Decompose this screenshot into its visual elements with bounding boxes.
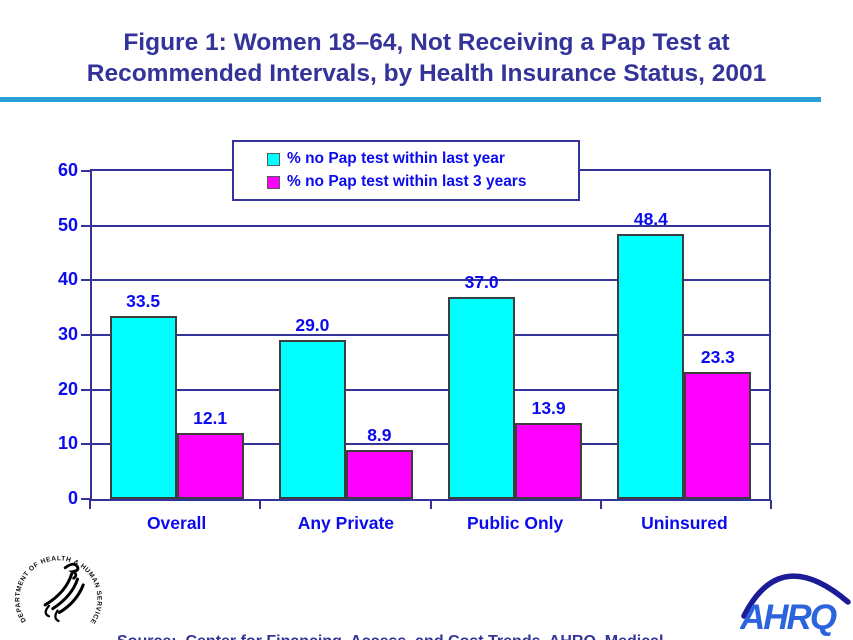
source-citation: Source: Center for Financing, Access, an… <box>117 589 717 640</box>
plot-area: 33.5 12.1 29.0 8.9 37.0 13.9 48.4 23.3 <box>90 169 771 501</box>
legend-row-0: % no Pap test within last year <box>267 150 578 168</box>
gridline-50 <box>92 224 769 227</box>
legend-swatch-icon <box>267 175 280 189</box>
bar-value-label: 37.0 <box>464 271 499 292</box>
source-line-1: Source: Center for Financing, Access, an… <box>117 631 717 640</box>
x-tick-mark <box>599 500 602 509</box>
y-tick-mark <box>81 498 90 500</box>
y-tick-label: 20 <box>57 378 78 399</box>
bar-3years-1 <box>345 450 413 499</box>
x-category-label: Public Only <box>466 513 564 533</box>
gridline-40 <box>92 279 769 282</box>
x-category-label: Overall <box>146 513 207 533</box>
y-tick-label: 0 <box>67 488 78 508</box>
gridline-10 <box>92 443 769 446</box>
y-tick-mark <box>81 443 90 446</box>
ahrq-wordmark: AHRQ <box>740 598 837 637</box>
y-tick-label: 50 <box>57 214 78 235</box>
y-tick-label: 60 <box>57 160 78 180</box>
title-divider <box>0 97 821 102</box>
x-category-label: Any Private <box>297 513 395 533</box>
page-title: Figure 1: Women 18–64, Not Receiving a P… <box>0 27 853 89</box>
x-tick-mark <box>429 500 432 509</box>
legend-label: % no Pap test within last 3 years <box>287 173 527 190</box>
legend-swatch-icon <box>267 152 280 166</box>
x-category-label: Uninsured <box>641 513 728 533</box>
ahrq-arc <box>741 573 851 619</box>
hhs-eagle-logo: DEPARTMENT OF HEALTH & HUMAN SERVICES • … <box>11 545 102 625</box>
bar-value-label: 29.0 <box>295 315 330 336</box>
bar-value-label: 12.1 <box>193 407 228 428</box>
bar-value-label: 33.5 <box>126 290 161 311</box>
y-tick-mark <box>81 224 90 227</box>
bar-year-2 <box>448 296 516 499</box>
y-tick-label: 10 <box>57 433 78 454</box>
gridline-30 <box>92 334 769 336</box>
x-tick-mark <box>89 500 91 509</box>
chart-legend: % no Pap test within last year % no Pap t… <box>232 140 580 201</box>
title-line-1: Figure 1: Women 18–64, Not Receiving a P… <box>123 29 730 56</box>
legend-label: % no Pap test within last year <box>287 150 505 167</box>
bar-value-label: 8.9 <box>367 425 392 446</box>
bar-value-label: 13.9 <box>531 398 566 419</box>
ahrq-logo: AHRQ <box>740 573 851 637</box>
bar-year-3 <box>617 234 685 499</box>
y-tick-mark <box>81 170 90 172</box>
y-tick-label: 30 <box>57 324 78 344</box>
y-tick-mark <box>81 279 90 282</box>
hhs-eagle-glyph <box>43 562 85 623</box>
bar-3years-3 <box>684 371 752 499</box>
bar-value-label: 48.4 <box>633 209 668 230</box>
title-line-2: Recommended Intervals, by Health Insuran… <box>86 60 767 87</box>
bar-value-label: 23.3 <box>700 346 735 367</box>
x-tick-mark <box>259 500 262 509</box>
y-tick-mark <box>81 334 90 336</box>
bar-year-0 <box>109 315 177 499</box>
gridline-20 <box>92 388 769 391</box>
x-tick-mark <box>770 500 772 509</box>
legend-row-1: % no Pap test within last 3 years <box>267 173 578 191</box>
bar-3years-0 <box>176 432 244 499</box>
bar-3years-2 <box>515 423 583 499</box>
bar-year-1 <box>278 340 346 499</box>
y-tick-label: 40 <box>57 269 78 290</box>
y-tick-mark <box>81 388 90 391</box>
